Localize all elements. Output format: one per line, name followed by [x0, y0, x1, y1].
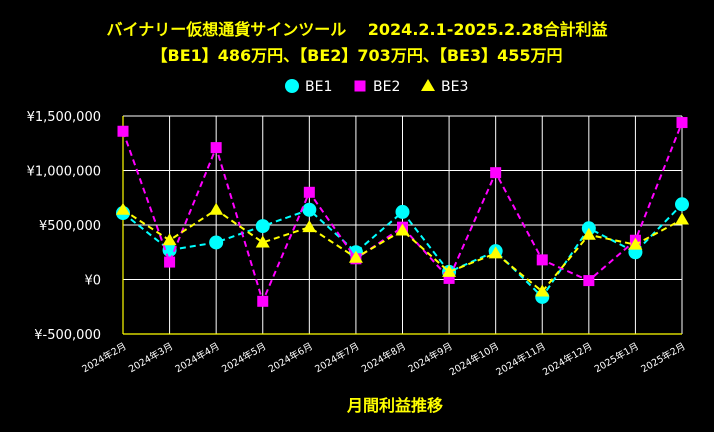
data-point-be2 [117, 125, 129, 137]
x-tick-label: 2025年1月 [592, 340, 641, 375]
x-tick-label: 2024年9月 [406, 340, 455, 375]
y-tick-label: ¥0 [84, 274, 101, 289]
data-point-be1 [302, 202, 317, 217]
data-point-be3 [675, 212, 689, 225]
x-axis-label: 月間利益推移 [346, 396, 443, 415]
legend-entry-be3: BE3 [421, 79, 468, 95]
x-tick-label: 2024年10月 [447, 340, 501, 378]
data-point-be3 [535, 284, 550, 297]
series-group [116, 117, 689, 307]
legend-marker-be3 [421, 79, 435, 91]
data-point-be1 [209, 235, 224, 250]
data-point-be2 [443, 272, 455, 284]
data-point-be3 [395, 223, 410, 236]
data-point-be3 [209, 202, 224, 215]
y-tick-label: ¥1,500,000 [27, 110, 101, 125]
data-point-be2 [164, 256, 176, 268]
chart-title: バイナリー仮想通貨サインツール 2024.2.1-2025.2.28合計利益 [107, 20, 608, 39]
data-point-be2 [303, 186, 315, 198]
legend-marker-be2 [354, 80, 366, 92]
x-tick-label: 2024年6月 [266, 340, 315, 375]
x-tick-label: 2024年7月 [313, 340, 362, 375]
data-point-be1 [395, 204, 410, 219]
data-point-be3 [302, 220, 317, 233]
data-point-be2 [676, 117, 688, 129]
y-tick-label: ¥500,000 [39, 219, 101, 234]
data-point-be3 [162, 233, 177, 246]
data-point-be3 [581, 227, 596, 240]
y-axis-tick-labels: ¥-500,000 ¥0 ¥500,000 ¥1,000,000 ¥1,500,000 [27, 110, 101, 343]
data-point-be2 [583, 275, 595, 287]
legend-marker-be1 [285, 79, 299, 93]
y-tick-label: ¥1,000,000 [27, 165, 101, 180]
x-axis-tick-labels: 2024年2月2024年3月2024年4月2024年5月2024年6月2024年… [80, 340, 688, 378]
x-tick-label: 2025年2月 [639, 340, 688, 375]
x-tick-label: 2024年11月 [494, 340, 548, 378]
legend-label-be1: BE1 [305, 79, 332, 95]
data-point-be1 [675, 197, 689, 212]
data-point-be2 [536, 254, 548, 266]
data-point-be3 [442, 264, 457, 277]
data-point-be3 [348, 250, 363, 263]
legend-entry-be2: BE2 [354, 79, 400, 95]
data-point-be3 [488, 246, 503, 259]
legend-label-be3: BE3 [441, 79, 468, 95]
legend-entry-be1: BE1 [285, 79, 332, 95]
x-tick-label: 2024年8月 [359, 340, 408, 375]
series-be3 [116, 202, 689, 297]
data-point-be2 [490, 167, 502, 179]
data-point-be3 [255, 235, 270, 248]
x-tick-label: 2024年5月 [220, 340, 269, 375]
x-tick-label: 2024年3月 [126, 340, 175, 375]
data-point-be1 [255, 219, 270, 234]
axes [122, 116, 682, 335]
data-point-be2 [257, 295, 269, 307]
x-tick-label: 2024年4月 [173, 340, 222, 375]
chart-subtitle: 【BE1】486万円、【BE2】703万円、【BE3】455万円 [152, 46, 563, 65]
data-point-be2 [210, 142, 222, 154]
x-tick-label: 2024年2月 [80, 340, 129, 375]
x-tick-label: 2024年12月 [540, 340, 594, 378]
data-point-be3 [628, 237, 643, 250]
y-tick-label: ¥-500,000 [34, 328, 101, 343]
legend: BE1 BE2 BE3 [285, 79, 468, 95]
data-point-be3 [116, 202, 130, 215]
legend-label-be2: BE2 [373, 79, 400, 95]
data-point-be1 [162, 243, 177, 258]
